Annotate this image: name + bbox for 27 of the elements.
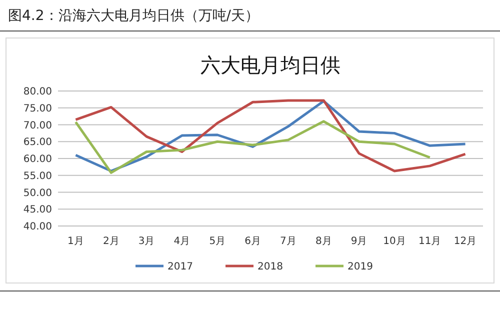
x-tick-label: 10月: [383, 236, 406, 247]
chart-subtitle: 图4.2：沿海六大电月均日供（万吨/天）: [8, 8, 259, 24]
y-tick-label: 45.00: [23, 204, 52, 216]
x-tick-label: 9月: [350, 236, 368, 247]
x-tick-label: 8月: [315, 236, 332, 247]
x-tick-label: 4月: [174, 236, 190, 247]
x-tick-label: 7月: [280, 236, 296, 247]
x-tick-label: 6月: [244, 236, 261, 247]
y-tick-label: 50.00: [23, 188, 52, 199]
x-tick-label: 2月: [102, 236, 120, 247]
x-tick-label: 12月: [454, 236, 477, 247]
chart-title: 六大电月均日供: [200, 53, 340, 77]
line-series: [74, 120, 432, 174]
x-tick-label: 5月: [209, 236, 226, 247]
y-tick-label: 40.00: [23, 222, 52, 232]
legend-label: 2019: [348, 262, 373, 272]
x-tick-label: 1月: [68, 236, 84, 247]
y-tick-label: 55.00: [23, 170, 52, 182]
y-tick-label: 75.00: [23, 103, 52, 114]
x-tick-label: 11月: [418, 236, 442, 247]
legend-label: 2017: [168, 262, 193, 272]
y-tick-label: 65.00: [23, 137, 52, 148]
legend-label: 2018: [258, 262, 283, 272]
x-tick-label: 3月: [138, 236, 155, 247]
y-tick-label: 80.00: [23, 86, 52, 98]
y-tick-label: 70.00: [23, 120, 52, 132]
y-tick-label: 60.00: [23, 154, 52, 165]
